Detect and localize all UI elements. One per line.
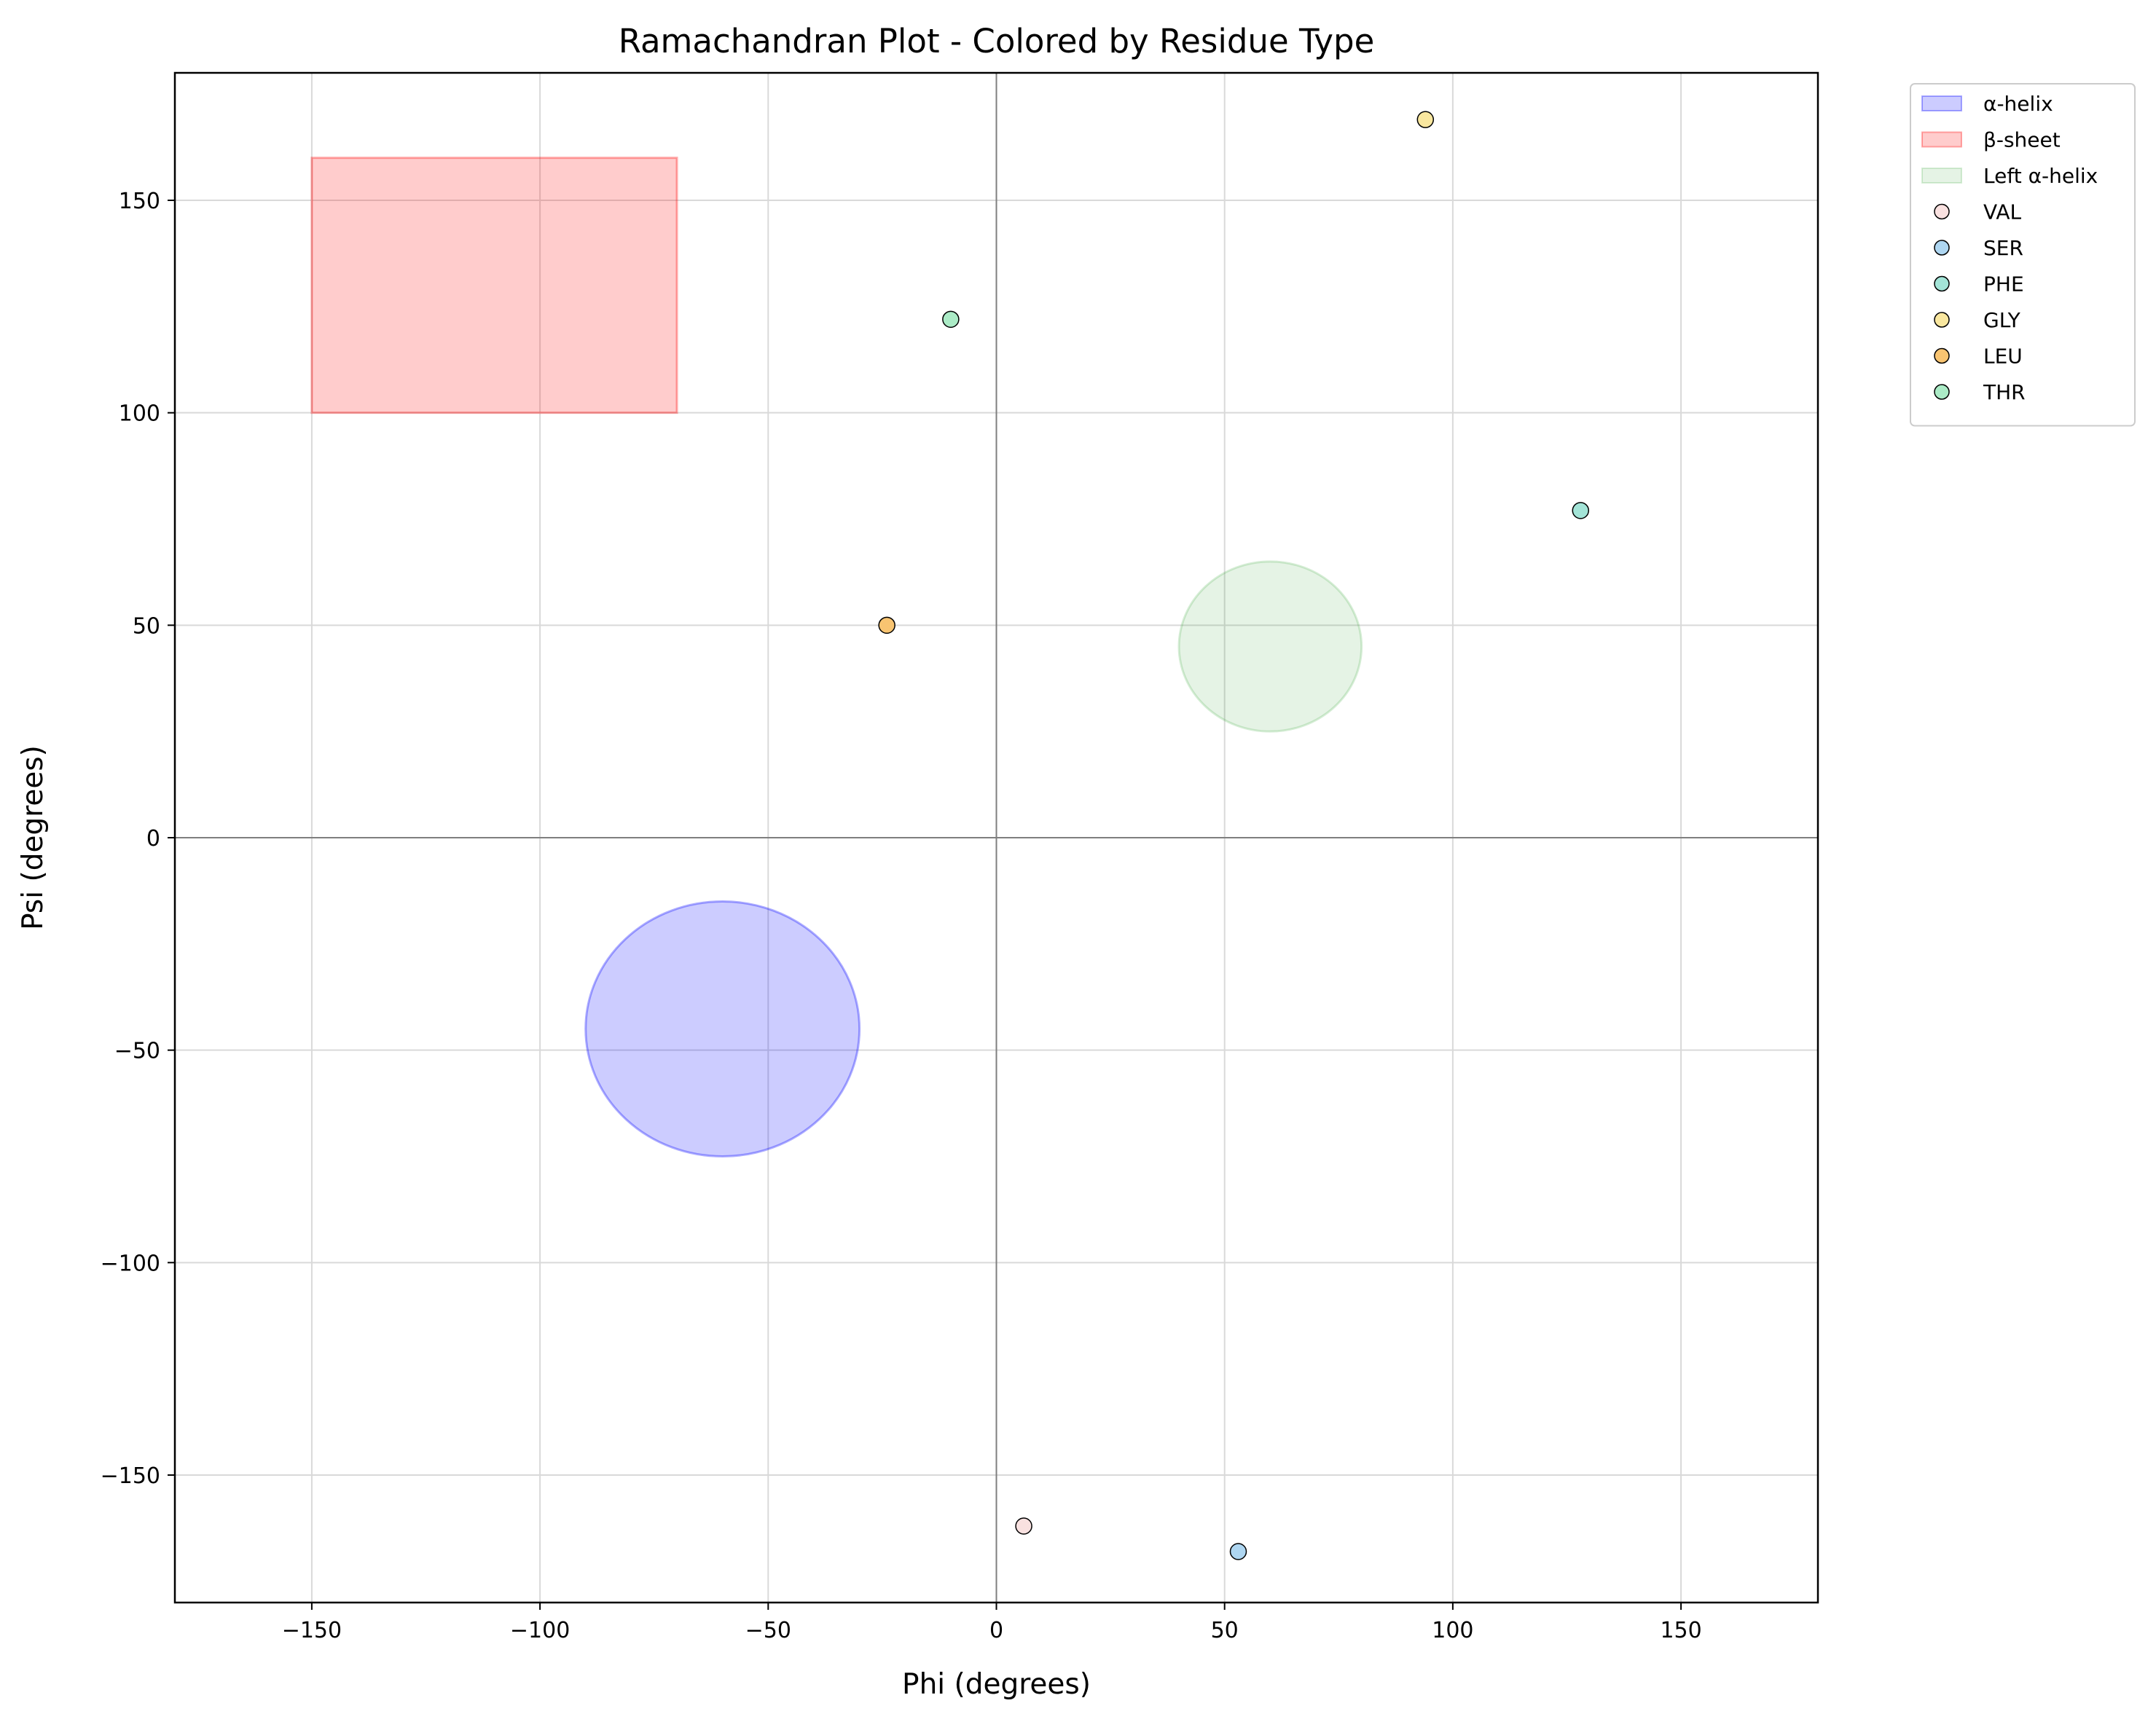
y-tick-label: −50 xyxy=(114,1039,160,1064)
legend-frame xyxy=(1910,83,2136,427)
legend-marker xyxy=(1934,240,1950,256)
y-tick-label: −150 xyxy=(101,1463,160,1489)
y-tick-label: 100 xyxy=(119,401,160,427)
x-tick-label: −50 xyxy=(745,1618,791,1643)
point-leu xyxy=(878,616,895,634)
y-tick-label: 0 xyxy=(146,826,160,852)
legend-marker xyxy=(1934,275,1950,292)
y-tick-label: 50 xyxy=(133,613,160,639)
legend-swatch xyxy=(1921,131,1962,148)
legend-label: GLY xyxy=(1983,308,2021,332)
legend-marker xyxy=(1934,384,1950,400)
legend-swatch xyxy=(1921,168,1962,184)
region-left-helix xyxy=(1177,560,1363,733)
x-tick-label: 0 xyxy=(989,1618,1003,1643)
zero-reference-lines xyxy=(175,73,1818,1603)
chart-title: Ramachandran Plot - Colored by Residue T… xyxy=(619,22,1375,60)
x-tick-label: 50 xyxy=(1211,1618,1239,1643)
legend-marker xyxy=(1934,203,1950,220)
x-tick-label: −150 xyxy=(282,1618,342,1643)
x-tick-label: 100 xyxy=(1432,1618,1473,1643)
legend-swatch xyxy=(1921,95,1962,111)
residue-points xyxy=(878,111,1590,1560)
legend-label: Left α-helix xyxy=(1983,164,2098,188)
point-phe xyxy=(1572,502,1590,519)
region--sheet xyxy=(310,157,678,414)
point-thr xyxy=(942,310,960,329)
legend-label: PHE xyxy=(1983,272,2024,296)
legend: α-helix β-sheet Left α-helix VAL SER PHE GLY LE… xyxy=(1910,83,2136,427)
y-axis-title: Psi (degrees) xyxy=(17,745,50,930)
legend-label: THR xyxy=(1983,380,2026,404)
point-ser xyxy=(1229,1543,1247,1560)
point-gly xyxy=(1416,111,1435,128)
legend-label: VAL xyxy=(1983,200,2022,224)
x-tick-label: 150 xyxy=(1660,1618,1701,1643)
axis-ticks: −150 −100 −50 0 50 100 150 −150 −100 −50 0 50 100 150 xyxy=(101,189,1702,1643)
x-tick-label: −100 xyxy=(510,1618,570,1643)
legend-label: α-helix xyxy=(1983,92,2053,116)
point-val xyxy=(1015,1517,1032,1535)
region--helix xyxy=(584,900,861,1157)
secondary-structure-regions xyxy=(310,157,1363,1157)
legend-marker xyxy=(1934,312,1950,328)
legend-label: LEU xyxy=(1983,345,2023,369)
y-tick-label: 150 xyxy=(119,189,160,214)
legend-label: SER xyxy=(1983,236,2023,260)
x-axis-title: Phi (degrees) xyxy=(902,1668,1091,1701)
legend-marker xyxy=(1934,347,1950,364)
legend-label: β-sheet xyxy=(1983,128,2061,152)
y-tick-label: −100 xyxy=(101,1251,160,1276)
